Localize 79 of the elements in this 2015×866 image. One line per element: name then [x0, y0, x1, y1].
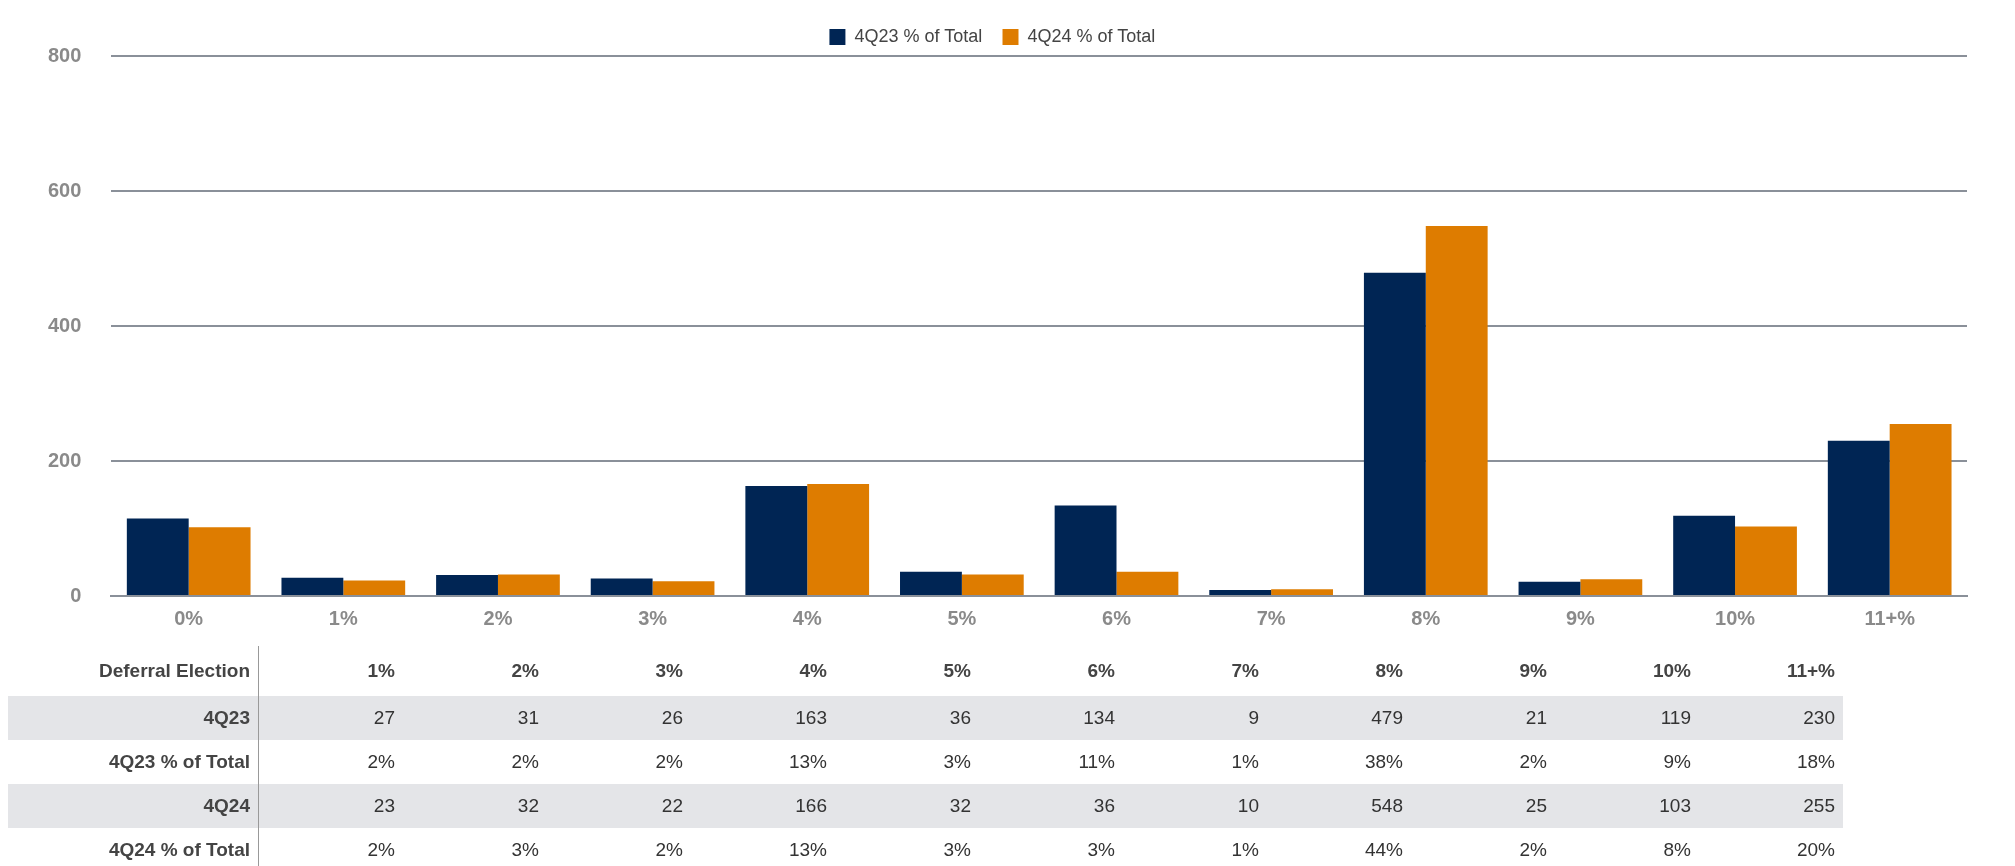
- y-tick-label: 200: [47, 448, 82, 471]
- category-label: 10%: [1652, 660, 1691, 681]
- data-label: 548: [1370, 794, 1404, 818]
- x-tick-label: 6%: [1102, 606, 1132, 629]
- category-label: 8%: [1375, 660, 1403, 681]
- data-label: 31: [516, 706, 540, 730]
- text: 3%: [1086, 838, 1116, 862]
- data-label: 119: [1659, 706, 1692, 730]
- y-tick-label: 0: [70, 583, 82, 606]
- x-tick-label: 10%: [1715, 606, 1756, 629]
- text: Deferral Election: [8, 646, 259, 696]
- text: 38%: [1363, 750, 1404, 774]
- text: 1%: [1230, 838, 1260, 862]
- text: 3%: [942, 750, 972, 774]
- data-label: 36: [948, 706, 972, 730]
- text: 2%: [654, 838, 684, 862]
- data-label: 26: [660, 706, 684, 730]
- x-tick-label: 5%: [947, 606, 977, 629]
- data-label: 166: [794, 794, 828, 818]
- text: 18%: [1795, 750, 1836, 774]
- category-label: 11+%: [1786, 660, 1835, 681]
- legend-label: 4Q24 % of Total: [1027, 25, 1156, 46]
- y-tick-label: 600: [47, 178, 82, 201]
- x-tick-label: 2%: [483, 606, 513, 629]
- x-tick-label: 1%: [328, 606, 358, 629]
- y-tick-label: 800: [47, 43, 82, 66]
- category-label: 5%: [943, 660, 971, 681]
- x-tick-label: 8%: [1411, 606, 1441, 629]
- x-tick-label: 11+%: [1864, 606, 1916, 629]
- data-label: 32: [948, 794, 972, 818]
- data-label: 134: [1082, 706, 1116, 730]
- text: 44%: [1363, 838, 1404, 862]
- text: 4Q24: [203, 795, 250, 816]
- text: 8%: [1662, 838, 1692, 862]
- text: 11%: [1077, 750, 1116, 774]
- text: 3%: [510, 838, 540, 862]
- text: 3%: [942, 838, 972, 862]
- data-label: 9: [1247, 706, 1260, 730]
- text: 13%: [787, 838, 828, 862]
- x-tick-label: 0%: [174, 606, 204, 629]
- category-label: 7%: [1231, 660, 1259, 681]
- data-label: 103: [1658, 794, 1692, 818]
- text: 4Q24 % of Total: [8, 828, 259, 866]
- data-label: 230: [1802, 706, 1836, 730]
- x-tick-label: 3%: [638, 606, 668, 629]
- data-label: 32: [516, 794, 540, 818]
- text: 4Q23 % of Total: [8, 740, 259, 784]
- data-label: 10: [1236, 794, 1260, 818]
- text: 1%: [1230, 750, 1260, 774]
- x-tick-label: 7%: [1256, 606, 1286, 629]
- category-label: 9%: [1519, 660, 1547, 681]
- text: 2%: [366, 838, 396, 862]
- text: 4Q23: [203, 707, 250, 728]
- x-tick-label: 4%: [792, 606, 822, 629]
- text: 2%: [510, 750, 540, 774]
- data-label: 255: [1802, 794, 1836, 818]
- category-label: 6%: [1087, 660, 1115, 681]
- category-label: 2%: [511, 660, 539, 681]
- legend-label: 4Q23 % of Total: [854, 25, 983, 46]
- text: 2%: [1518, 838, 1548, 862]
- data-label: 25: [1524, 794, 1548, 818]
- data-label: 36: [1092, 794, 1116, 818]
- data-label: 22: [660, 794, 684, 818]
- data-label: 27: [372, 706, 396, 730]
- text: 2%: [366, 750, 396, 774]
- data-label: 23: [372, 794, 396, 818]
- text: 9%: [1662, 750, 1692, 774]
- category-label: 4%: [799, 660, 827, 681]
- data-label: 479: [1370, 706, 1404, 730]
- text: 2%: [1518, 750, 1548, 774]
- text: 13%: [787, 750, 828, 774]
- data-label: 163: [794, 706, 828, 730]
- y-tick-label: 400: [47, 313, 82, 336]
- category-label: 1%: [367, 660, 395, 681]
- data-label: 21: [1524, 706, 1548, 730]
- text: 20%: [1795, 838, 1836, 862]
- x-tick-label: 9%: [1565, 606, 1596, 629]
- category-label: 3%: [655, 660, 683, 681]
- text: 2%: [654, 750, 684, 774]
